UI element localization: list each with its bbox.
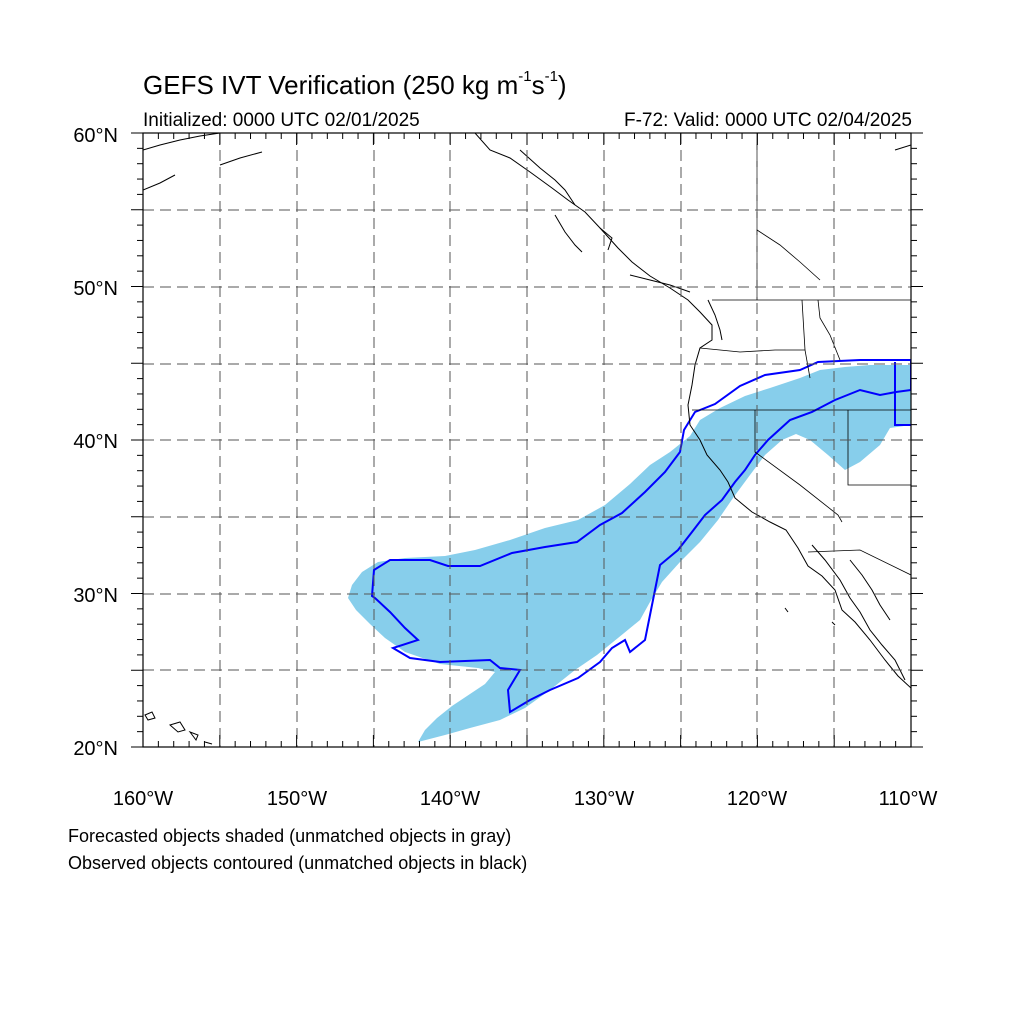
lon-label-140w: 140°W (420, 788, 480, 810)
forecast-object (348, 365, 911, 742)
lon-labels: 160°W 150°W 140°W 130°W 120°W 110°W (113, 788, 938, 810)
lon-label-130w: 130°W (574, 788, 634, 810)
map-title: GEFS IVT Verification (250 kg m-1s-1) (143, 68, 567, 100)
lat-labels: 60°N 50°N 40°N 30°N 20°N (73, 125, 118, 760)
observed-object-contour (370, 359, 911, 714)
graticule (143, 133, 911, 747)
axis-ticks (131, 132, 923, 748)
lon-label-110w: 110°W (879, 788, 938, 810)
lat-label-40: 40°N (73, 431, 118, 453)
observed-legend-note: Observed objects contoured (unmatched ob… (68, 853, 528, 873)
lat-label-30: 30°N (73, 585, 118, 607)
lon-label-160w: 160°W (113, 788, 173, 810)
forecast-legend-note: Forecasted objects shaded (unmatched obj… (68, 826, 512, 846)
lat-label-20: 20°N (73, 738, 118, 760)
lon-label-120w: 120°W (727, 788, 787, 810)
lon-label-150w: 150°W (267, 788, 327, 810)
valid-time-label: F-72: Valid: 0000 UTC 02/04/2025 (624, 110, 912, 131)
initialized-label: Initialized: 0000 UTC 02/01/2025 (143, 110, 420, 131)
coastlines (143, 133, 911, 745)
lat-label-60: 60°N (73, 125, 118, 147)
lat-label-50: 50°N (73, 278, 118, 300)
